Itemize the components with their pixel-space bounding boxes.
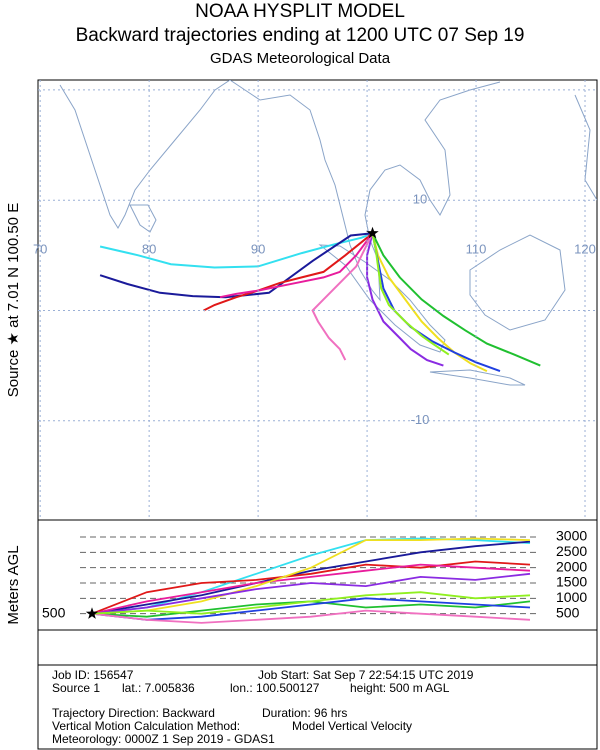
coast-sumatra [318,244,446,353]
coast-philippines [574,94,597,201]
footer-lat: lat.: 7.005836 [122,681,195,695]
trajectory [203,232,374,312]
lon-label: 90 [251,241,265,256]
footer-vertical-value: Model Vertical Velocity [292,719,412,733]
footer-job-id: Job ID: 156547 [52,668,134,682]
footer-meteorology: Meteorology: 0000Z 1 Sep 2019 - GDAS1 [52,732,275,746]
footer-height: height: 500 m AGL [350,681,450,695]
title: NOAA HYSPLIT MODEL [195,1,405,22]
height-axis-label: Meters AGL [5,545,22,624]
coastlines [59,80,597,386]
trajectory [371,232,541,367]
coast-india [59,80,231,230]
trajectory [371,233,488,373]
height-profile [91,572,531,615]
source-label: Source ★ at 7.01 N 100.50 E [5,203,22,397]
height-profile [91,540,531,615]
height-profile [91,609,531,624]
source-star [366,226,379,239]
footer-lon: lon.: 100.500127 [230,681,320,695]
height-profile [91,591,531,615]
lat-label: 10 [413,192,427,207]
height-profile [91,563,531,615]
height-tick-label: 1500 [556,574,587,590]
lat-label: -10 [411,412,430,427]
height-profile [91,560,531,615]
footer-direction: Trajectory Direction: Backward [52,706,215,720]
height-profile [91,537,531,615]
trajectory [311,232,374,361]
trajectory [366,233,444,367]
map-frame [37,79,598,521]
height-tick-label: 1000 [556,589,587,605]
height-tick-label: 500 [556,604,580,620]
height-tick-label: 2500 [556,543,587,559]
footer-duration: Duration: 96 hrs [262,706,347,720]
lon-label: 70 [33,241,47,256]
coast-mainland [229,80,501,302]
source-height-label: 500 [42,604,66,620]
height-tick-label: 2000 [556,558,587,574]
trajectory [371,233,450,356]
coast-java [429,369,526,386]
lon-label: 120 [574,241,596,256]
trajectory [99,232,373,299]
subtitle: Backward trajectories ending at 1200 UTC… [76,25,525,46]
trajectory [219,232,374,299]
coast-borneo [469,234,566,331]
subtitle2: GDAS Meteorological Data [210,50,391,67]
height-tick-label: 3000 [556,528,587,544]
footer-job-start: Job Start: Sat Sep 7 22:54:15 UTC 2019 [258,668,474,682]
footer-source: Source 1 [52,681,100,695]
source-height-star [85,607,99,619]
height-profile [91,597,531,621]
lon-label: 110 [466,241,487,256]
lon-label: 80 [142,241,156,256]
coast-srilanka [129,204,157,233]
footer-vertical-label: Vertical Motion Calculation Method: [52,719,240,733]
footer-frame [37,664,598,750]
